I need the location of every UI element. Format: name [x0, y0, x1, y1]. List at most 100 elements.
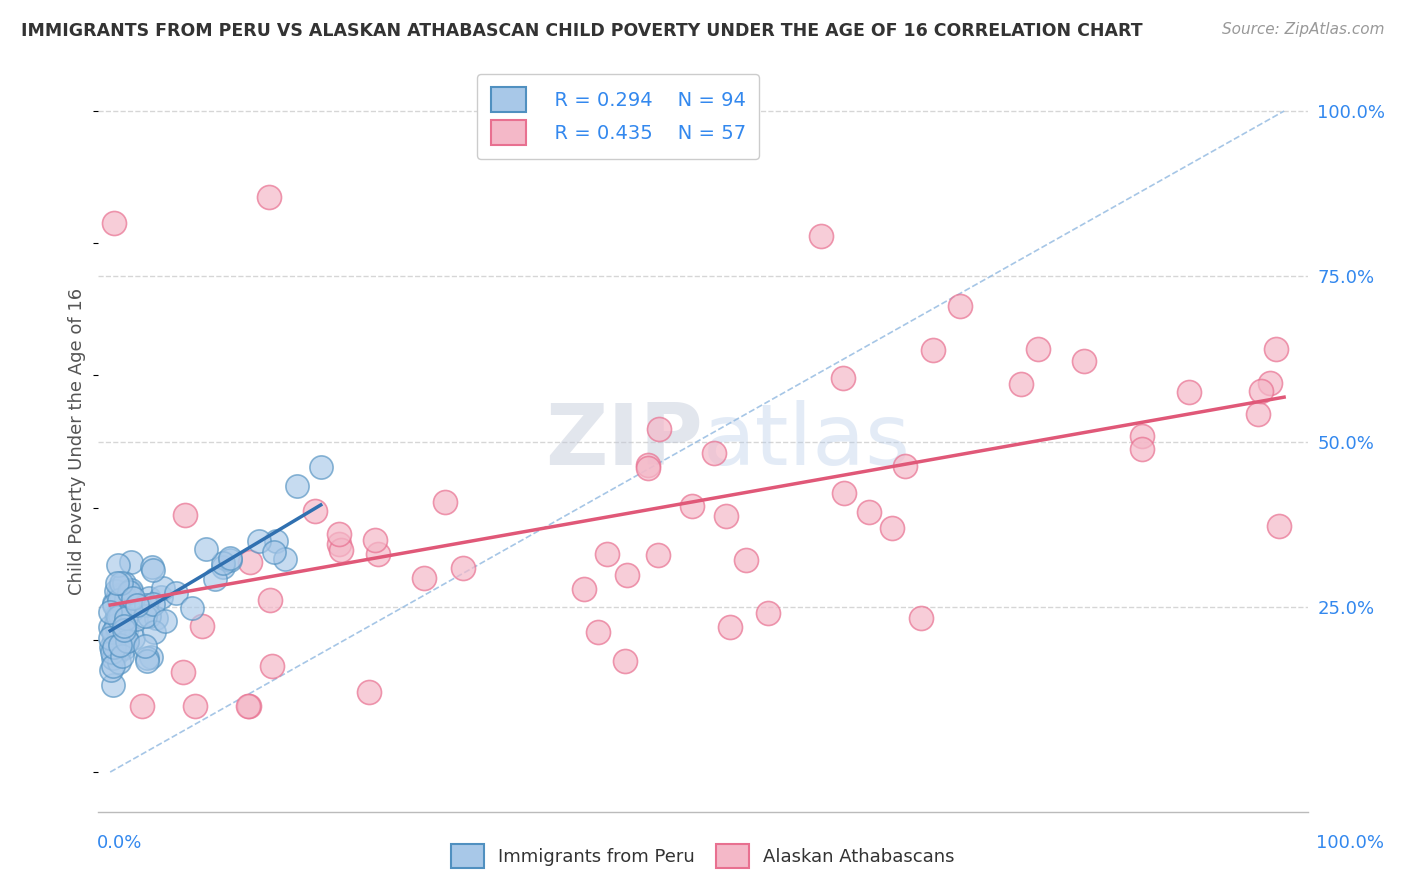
Point: [101, 678, 124, 692]
Point: [111, 649, 134, 664]
Point: [1010, 377, 1032, 392]
Point: [257, 190, 280, 204]
Point: [108, 643, 131, 657]
Point: [1264, 343, 1286, 357]
Point: [112, 575, 135, 590]
Point: [328, 537, 350, 551]
Point: [108, 613, 131, 627]
Point: [364, 533, 387, 548]
Point: [181, 600, 204, 615]
Point: [107, 611, 129, 625]
Point: [1247, 407, 1270, 421]
Point: [111, 615, 134, 629]
Point: [105, 584, 128, 599]
Point: [153, 614, 176, 628]
Point: [145, 611, 167, 625]
Point: [120, 555, 142, 569]
Point: [236, 698, 259, 713]
Point: [832, 370, 855, 384]
Point: [1026, 342, 1049, 356]
Text: atlas: atlas: [703, 400, 911, 483]
Point: [165, 586, 187, 600]
Point: [103, 598, 125, 612]
Point: [1260, 376, 1282, 390]
Point: [125, 598, 148, 612]
Point: [108, 656, 131, 670]
Point: [735, 553, 758, 567]
Point: [259, 592, 281, 607]
Point: [112, 632, 135, 647]
Point: [637, 458, 659, 472]
Point: [112, 634, 135, 648]
Point: [112, 619, 135, 633]
Point: [110, 576, 132, 591]
Point: [135, 599, 157, 613]
Point: [103, 633, 125, 648]
Point: [110, 592, 132, 607]
Point: [263, 545, 285, 559]
Point: [134, 609, 156, 624]
Point: [239, 556, 262, 570]
Point: [100, 640, 122, 655]
Point: [586, 625, 609, 640]
Point: [858, 505, 880, 519]
Point: [103, 596, 125, 610]
Point: [105, 619, 128, 633]
Point: [115, 634, 138, 648]
Point: [122, 632, 145, 646]
Point: [1250, 384, 1272, 399]
Point: [136, 651, 159, 665]
Point: [103, 624, 125, 639]
Point: [720, 620, 742, 634]
Point: [121, 602, 143, 616]
Point: [142, 597, 165, 611]
Point: [103, 640, 125, 654]
Point: [572, 582, 595, 596]
Point: [105, 608, 128, 623]
Point: [108, 609, 131, 624]
Point: [810, 228, 832, 243]
Point: [141, 559, 163, 574]
Point: [118, 584, 141, 599]
Point: [910, 611, 932, 625]
Point: [309, 460, 332, 475]
Point: [266, 534, 288, 549]
Text: 0.0%: 0.0%: [97, 834, 142, 852]
Point: [616, 568, 638, 582]
Point: [107, 558, 129, 572]
Point: [832, 486, 855, 500]
Point: [212, 556, 235, 570]
Point: [647, 548, 669, 562]
Point: [105, 625, 128, 640]
Point: [285, 479, 308, 493]
Point: [98, 620, 121, 634]
Point: [330, 542, 353, 557]
Point: [894, 458, 917, 473]
Text: IMMIGRANTS FROM PERU VS ALASKAN ATHABASCAN CHILD POVERTY UNDER THE AGE OF 16 COR: IMMIGRANTS FROM PERU VS ALASKAN ATHABASC…: [21, 22, 1143, 40]
Point: [138, 608, 160, 623]
Point: [143, 625, 166, 640]
Point: [1073, 353, 1095, 368]
Point: [115, 611, 138, 625]
Point: [105, 576, 128, 591]
Point: [247, 533, 270, 548]
Point: [174, 508, 197, 523]
Point: [922, 343, 945, 357]
Point: [172, 665, 194, 680]
Point: [138, 591, 160, 606]
Text: ZIP: ZIP: [546, 400, 703, 483]
Point: [648, 422, 671, 436]
Point: [104, 618, 127, 632]
Y-axis label: Child Poverty Under the Age of 16: Child Poverty Under the Age of 16: [67, 288, 86, 595]
Point: [152, 582, 174, 596]
Point: [949, 300, 972, 314]
Point: [274, 551, 297, 566]
Point: [218, 551, 240, 566]
Point: [103, 632, 125, 647]
Point: [637, 461, 659, 475]
Point: [115, 633, 138, 648]
Point: [596, 547, 619, 561]
Point: [194, 542, 217, 557]
Point: [218, 553, 240, 567]
Point: [756, 606, 779, 620]
